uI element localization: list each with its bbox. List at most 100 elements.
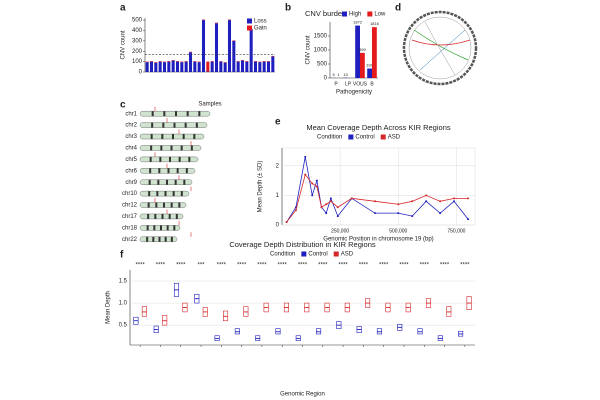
significance-label: **** <box>318 263 328 269</box>
bar <box>236 61 240 72</box>
point <box>329 200 332 203</box>
point <box>304 155 307 158</box>
band <box>160 225 162 231</box>
y-axis-label: Mean Depth (± SD) <box>258 161 264 213</box>
point <box>336 215 339 218</box>
band <box>178 156 181 162</box>
bar <box>271 56 275 72</box>
band <box>193 134 196 140</box>
point <box>453 197 456 200</box>
bar <box>188 52 193 72</box>
band <box>174 179 177 185</box>
chromosome-label: chr6 <box>125 168 137 174</box>
value-label: 1816 <box>370 21 380 26</box>
point <box>374 200 377 203</box>
bar <box>193 61 197 72</box>
bar <box>223 62 227 63</box>
point <box>329 197 332 200</box>
x-tick-label: 750,000 <box>447 228 465 234</box>
point <box>397 203 400 206</box>
bar <box>253 61 258 72</box>
bar <box>158 61 162 72</box>
band <box>173 225 176 231</box>
point <box>294 209 297 212</box>
bar <box>184 61 188 72</box>
x-tick-label: VOUS <box>353 81 368 87</box>
band <box>182 134 185 140</box>
bar <box>145 61 149 63</box>
significance-label: **** <box>420 263 430 269</box>
band <box>149 168 152 174</box>
bar <box>262 61 266 72</box>
legend-swatch <box>348 134 354 140</box>
bar <box>206 61 210 72</box>
x-axis-label: Genomic Region <box>280 392 325 398</box>
legend-title: Condition <box>270 252 295 258</box>
legend-swatch <box>301 251 307 257</box>
point <box>411 215 414 218</box>
band <box>155 202 158 208</box>
chromosome-label: chr9 <box>125 180 137 186</box>
band <box>186 111 189 117</box>
significance-label: **** <box>156 263 166 269</box>
band <box>185 168 188 174</box>
band <box>175 111 177 117</box>
band <box>188 156 191 162</box>
bar <box>240 60 245 61</box>
band <box>184 122 187 128</box>
bar <box>245 61 249 72</box>
chromosome-label: chr22 <box>122 237 138 243</box>
panel-label: a <box>120 3 126 14</box>
bar <box>158 61 162 62</box>
panel-label: e <box>275 117 281 128</box>
band <box>161 134 164 140</box>
chromosome-label: chr12 <box>122 203 138 209</box>
band <box>166 225 169 231</box>
legend-swatch <box>333 251 339 257</box>
band <box>180 145 183 151</box>
point <box>336 206 339 209</box>
band <box>146 225 149 231</box>
band <box>166 179 168 185</box>
chromosome-label: chr2 <box>125 123 137 129</box>
significance-label: **** <box>237 263 247 269</box>
band <box>156 191 159 197</box>
bar <box>236 61 240 62</box>
plot-area <box>281 147 476 226</box>
point <box>311 194 314 197</box>
bar <box>149 61 154 62</box>
x-tick-label: B <box>370 81 374 87</box>
band <box>151 111 154 117</box>
band <box>164 236 167 242</box>
bar <box>197 61 201 63</box>
band <box>151 122 154 128</box>
point <box>411 200 414 203</box>
point <box>425 194 428 197</box>
bar <box>223 62 227 72</box>
legend-label: ASD <box>388 135 401 141</box>
bar <box>219 61 223 62</box>
bar <box>167 61 171 72</box>
bar <box>232 40 236 41</box>
band <box>153 225 156 231</box>
bar <box>184 61 188 62</box>
band <box>164 191 167 197</box>
point <box>311 182 314 185</box>
band <box>146 236 149 242</box>
bar <box>214 22 219 24</box>
bar <box>175 61 180 72</box>
significance-label: **** <box>359 263 369 269</box>
significance-label: **** <box>135 263 145 269</box>
y-tick-label: 0 <box>276 223 280 229</box>
significance-label: **** <box>379 263 389 269</box>
bar <box>262 61 266 62</box>
band <box>150 134 153 140</box>
bar <box>180 62 184 72</box>
chromosome-label: chr17 <box>122 214 138 220</box>
legend-label: High <box>349 12 361 18</box>
band <box>150 145 153 151</box>
bar <box>214 23 219 73</box>
band <box>180 191 183 197</box>
band <box>175 213 178 219</box>
legend-label: Gain <box>254 26 267 32</box>
